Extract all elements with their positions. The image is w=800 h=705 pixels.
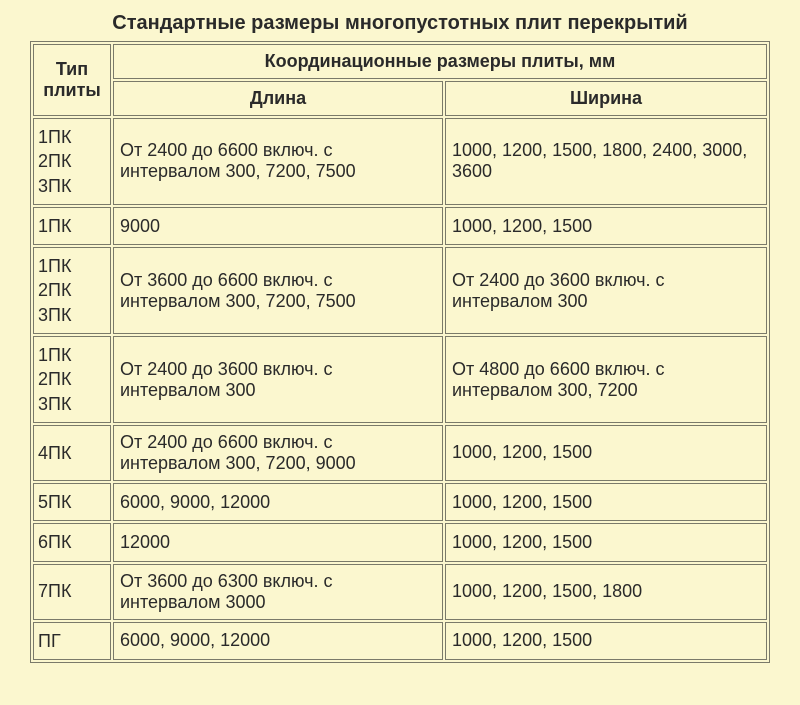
type-line: 1ПК bbox=[38, 343, 108, 367]
type-line: 2ПК bbox=[38, 367, 108, 391]
type-line: 2ПК bbox=[38, 149, 108, 173]
cell-width: 1000, 1200, 1500 bbox=[445, 622, 767, 660]
table-row: ПГ6000, 9000, 120001000, 1200, 1500 bbox=[33, 622, 767, 660]
cell-width: От 4800 до 6600 включ. с интервалом 300,… bbox=[445, 336, 767, 423]
cell-type: 1ПК2ПК3ПК bbox=[33, 247, 111, 334]
header-length: Длина bbox=[113, 81, 443, 116]
cell-type: 1ПК2ПК3ПК bbox=[33, 118, 111, 205]
cell-width: 1000, 1200, 1500 bbox=[445, 483, 767, 521]
table-row: 7ПКОт 3600 до 6300 включ. с интервалом 3… bbox=[33, 564, 767, 620]
type-line: 3ПК bbox=[38, 303, 108, 327]
cell-width: 1000, 1200, 1500 bbox=[445, 207, 767, 245]
slab-sizes-table: Тип плиты Координационные размеры плиты,… bbox=[30, 41, 770, 663]
cell-length: От 2400 до 3600 включ. с интервалом 300 bbox=[113, 336, 443, 423]
cell-length: От 2400 до 6600 включ. с интервалом 300,… bbox=[113, 118, 443, 205]
cell-width: 1000, 1200, 1500, 1800 bbox=[445, 564, 767, 620]
type-line: 3ПК bbox=[38, 392, 108, 416]
table-row: 5ПК6000, 9000, 120001000, 1200, 1500 bbox=[33, 483, 767, 521]
table-row: 1ПК2ПК3ПКОт 2400 до 3600 включ. с интерв… bbox=[33, 336, 767, 423]
type-line: 1ПК bbox=[38, 214, 108, 238]
table-row: 1ПК2ПК3ПКОт 2400 до 6600 включ. с интерв… bbox=[33, 118, 767, 205]
cell-length: 6000, 9000, 12000 bbox=[113, 622, 443, 660]
cell-type: ПГ bbox=[33, 622, 111, 660]
table-head: Тип плиты Координационные размеры плиты,… bbox=[33, 44, 767, 116]
cell-type: 7ПК bbox=[33, 564, 111, 620]
table-row: 1ПК90001000, 1200, 1500 bbox=[33, 207, 767, 245]
cell-length: 12000 bbox=[113, 523, 443, 561]
type-line: ПГ bbox=[38, 629, 108, 653]
header-width: Ширина bbox=[445, 81, 767, 116]
cell-width: От 2400 до 3600 включ. с интервалом 300 bbox=[445, 247, 767, 334]
table-row: 6ПК120001000, 1200, 1500 bbox=[33, 523, 767, 561]
cell-width: 1000, 1200, 1500 bbox=[445, 523, 767, 561]
type-line: 2ПК bbox=[38, 278, 108, 302]
cell-type: 6ПК bbox=[33, 523, 111, 561]
table-body: 1ПК2ПК3ПКОт 2400 до 6600 включ. с интерв… bbox=[33, 118, 767, 660]
type-line: 4ПК bbox=[38, 441, 108, 465]
cell-width: 1000, 1200, 1500 bbox=[445, 425, 767, 481]
header-coord: Координационные размеры плиты, мм bbox=[113, 44, 767, 79]
cell-length: От 2400 до 6600 включ. с интервалом 300,… bbox=[113, 425, 443, 481]
cell-length: От 3600 до 6300 включ. с интервалом 3000 bbox=[113, 564, 443, 620]
type-line: 1ПК bbox=[38, 125, 108, 149]
header-type: Тип плиты bbox=[33, 44, 111, 116]
cell-length: От 3600 до 6600 включ. с интервалом 300,… bbox=[113, 247, 443, 334]
cell-length: 6000, 9000, 12000 bbox=[113, 483, 443, 521]
cell-type: 1ПК bbox=[33, 207, 111, 245]
cell-length: 9000 bbox=[113, 207, 443, 245]
cell-type: 4ПК bbox=[33, 425, 111, 481]
cell-width: 1000, 1200, 1500, 1800, 2400, 3000, 3600 bbox=[445, 118, 767, 205]
table-title: Стандартные размеры многопустотных плит … bbox=[30, 12, 770, 35]
type-line: 6ПК bbox=[38, 530, 108, 554]
cell-type: 1ПК2ПК3ПК bbox=[33, 336, 111, 423]
table-row: 4ПКОт 2400 до 6600 включ. с интервалом 3… bbox=[33, 425, 767, 481]
type-line: 1ПК bbox=[38, 254, 108, 278]
cell-type: 5ПК bbox=[33, 483, 111, 521]
type-line: 5ПК bbox=[38, 490, 108, 514]
table-row: 1ПК2ПК3ПКОт 3600 до 6600 включ. с интерв… bbox=[33, 247, 767, 334]
type-line: 7ПК bbox=[38, 579, 108, 603]
type-line: 3ПК bbox=[38, 174, 108, 198]
